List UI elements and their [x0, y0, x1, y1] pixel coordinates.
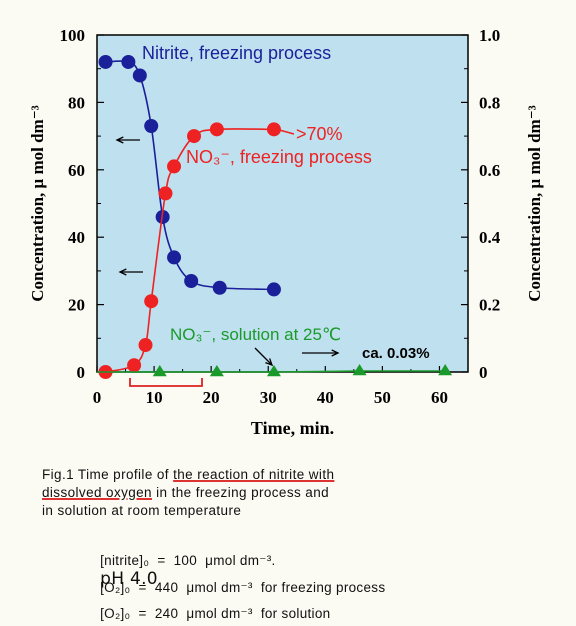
caption-underlined-2: dissolved oxygen	[42, 485, 152, 500]
x-tick-label: 60	[431, 388, 448, 407]
series-1-point	[144, 294, 159, 309]
series-0-point	[121, 54, 136, 69]
series-0-point	[212, 280, 227, 295]
arrow-nitrite-left-axis-head	[115, 136, 124, 144]
caption-line-3: in solution at room temperature	[42, 503, 242, 518]
y-right-tick-label: 0	[479, 363, 488, 382]
condition-nitrite-text: [nitrite]₀ = 100 μmol dm⁻³.	[100, 553, 276, 568]
y-left-tick-label: 100	[60, 26, 86, 45]
series-2-point	[209, 365, 224, 377]
caption-underlined-1: the reaction of nitrite with	[173, 467, 335, 482]
series-1-point	[209, 122, 224, 137]
label-no3-freezing: NO₃⁻, freezing process	[186, 147, 372, 167]
y-left-tick-label: 80	[68, 93, 85, 112]
condition-o2-solution-text: [O₂]₀ = 240 μmol dm⁻³ for solution	[100, 606, 331, 621]
chart: 0 10 20 30 40 50 60 0 20 40 60 80 100 0 0.2 0.4 0.6 0.8 1.…	[28, 26, 544, 438]
condition-o2-freezing-text: [O₂]₀ = 440 μmol dm⁻³ for freezing proce…	[100, 580, 386, 595]
label-nitrite-series: Nitrite, freezing process	[142, 43, 331, 63]
condition-ph-note: pH 4.0	[100, 569, 158, 589]
y-left-tick-label: 20	[68, 296, 85, 315]
series-1-point	[138, 338, 153, 353]
series-1-point	[187, 129, 202, 144]
series-1-point	[127, 358, 142, 373]
caption-rest-1: in the freezing process and	[151, 485, 330, 500]
x-tick-label: 10	[146, 388, 163, 407]
series-2-point	[438, 363, 453, 376]
y-right-tick-label: 0.4	[479, 228, 501, 247]
series-0-point	[266, 282, 281, 297]
arrow-solution-to-line-head	[265, 358, 274, 367]
series-line-2	[97, 370, 446, 373]
arrow-to-ca-head	[331, 349, 340, 357]
percent-connector	[271, 127, 295, 135]
label-ca-percent: ca. 0.03%	[362, 345, 430, 362]
x-tick-label: 0	[93, 388, 102, 407]
series-0-point	[132, 68, 147, 83]
arrow-solution-to-line	[254, 347, 273, 366]
condition-o2-solution: [O₂]₀ = 240 μmol dm⁻³ for solution	[92, 591, 330, 622]
series-2-point	[352, 363, 367, 376]
series-0-point	[184, 274, 199, 289]
y-left-axis-label: Concentration, μ mol dm⁻³	[28, 105, 47, 302]
series-0-point	[98, 54, 113, 69]
x-tick-label: 20	[203, 388, 220, 407]
y-right-tick-label: 0.6	[479, 161, 500, 180]
y-left-tick-label: 60	[68, 161, 85, 180]
x-axis-label: Time, min.	[251, 418, 334, 438]
y-left-tick-label: 40	[68, 228, 85, 247]
series-1-point	[167, 159, 182, 174]
series-0-point	[144, 118, 159, 133]
series-1-point	[158, 186, 173, 201]
label-percent: >70%	[296, 124, 343, 144]
y-right-tick-label: 0.8	[479, 93, 500, 112]
label-no3-solution: NO₃⁻, solution at 25℃	[170, 325, 341, 344]
x-tick-label: 50	[374, 388, 391, 407]
series-1-point	[266, 122, 281, 137]
condition-nitrite: [nitrite]₀ = 100 μmol dm⁻³. pH 4.0	[92, 538, 276, 589]
caption-prefix: Fig.1 Time profile of	[42, 467, 174, 482]
y-right-tick-label: 0.2	[479, 296, 500, 315]
series-2-point	[266, 365, 281, 377]
condition-o2-freezing: [O₂]₀ = 440 μmol dm⁻³ for freezing proce…	[92, 565, 385, 596]
x-tick-label: 40	[317, 388, 334, 407]
y-right-axis-label: Concentration, μ mol dm⁻³	[525, 105, 544, 302]
series-0-point	[167, 250, 182, 265]
x-tick-label: 30	[260, 388, 277, 407]
figure-caption: Fig.1 Time profile of the reaction of ni…	[42, 466, 482, 520]
series-2-point	[152, 365, 167, 377]
plot-area	[97, 35, 468, 372]
red-time-bracket	[129, 378, 203, 387]
y-right-tick-label: 1.0	[479, 26, 500, 45]
y-left-tick-label: 0	[77, 363, 86, 382]
arrow-nitrite-left-axis-2-head	[118, 268, 127, 276]
